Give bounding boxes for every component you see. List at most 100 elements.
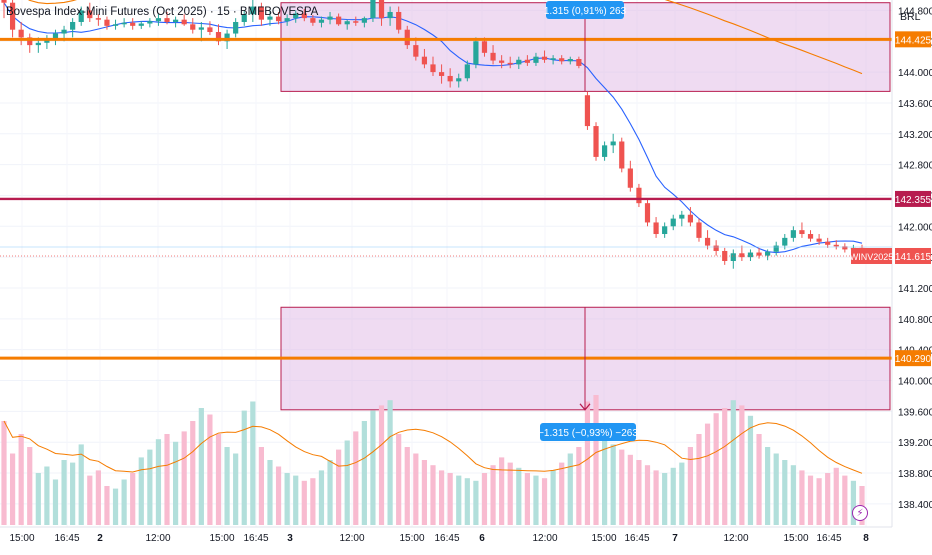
candle-body xyxy=(533,56,539,63)
candle-body xyxy=(610,141,616,146)
candle xyxy=(679,210,685,227)
candle-body xyxy=(825,241,831,245)
volume-bar xyxy=(173,441,179,525)
candle-body xyxy=(481,41,488,53)
x-tick-label: 12:00 xyxy=(723,533,748,544)
volume-bar xyxy=(490,465,496,525)
volume-bar xyxy=(627,454,633,525)
volume-bar xyxy=(327,460,333,525)
candle xyxy=(9,0,16,38)
candle-body xyxy=(44,39,50,43)
candle xyxy=(293,10,299,23)
candle xyxy=(207,21,213,36)
candle xyxy=(215,24,222,46)
volume-bar xyxy=(112,488,119,525)
volume-bar xyxy=(713,413,719,525)
price-level-badge-bg xyxy=(895,31,931,48)
current-price-badge-bg xyxy=(895,247,931,264)
candle xyxy=(739,245,745,261)
volume-bar xyxy=(850,480,857,525)
candle-body xyxy=(636,187,642,204)
candle-body xyxy=(70,21,76,30)
candle-body xyxy=(430,64,436,73)
volume-bar xyxy=(138,457,144,525)
candle-body xyxy=(138,23,144,26)
candle-body xyxy=(584,95,591,127)
candle-body xyxy=(207,27,213,33)
candle-body xyxy=(181,19,187,25)
candle-body xyxy=(284,18,290,22)
volume-bar xyxy=(765,447,771,525)
current-price-badge: 141.615 xyxy=(895,247,932,264)
x-tick-label: 6 xyxy=(479,533,485,544)
candle-body xyxy=(396,11,402,30)
candle xyxy=(130,18,136,30)
candle-body xyxy=(713,245,719,251)
candle-body xyxy=(1,0,7,3)
candle xyxy=(121,18,127,28)
candle xyxy=(353,16,359,26)
candle-body xyxy=(61,29,67,34)
volume-bar xyxy=(541,478,548,525)
candle xyxy=(653,217,659,238)
candle-body xyxy=(301,13,307,19)
symbol-badge-label: WINV2025 xyxy=(850,252,894,262)
candle-body xyxy=(353,21,359,23)
candle xyxy=(807,230,814,242)
candle xyxy=(584,91,591,130)
candle xyxy=(284,14,290,26)
candle xyxy=(430,56,436,76)
candle-body xyxy=(27,37,33,46)
volume-bar xyxy=(207,414,213,525)
x-tick-label: 12:00 xyxy=(145,533,170,544)
volume-bar xyxy=(730,400,736,525)
candle xyxy=(336,13,342,26)
lightning-icon[interactable]: ⚡ xyxy=(852,505,868,521)
candle xyxy=(713,240,719,256)
measure-up-badge: 1.315 (0,91%) 263 xyxy=(544,1,627,19)
volume-bar xyxy=(662,473,668,525)
sma-fast-line xyxy=(3,2,863,254)
price-level-badge-label: 140.290 xyxy=(895,354,932,365)
volume-bar xyxy=(481,473,488,525)
candle-body xyxy=(344,21,350,25)
volume-bar xyxy=(121,479,127,525)
candle xyxy=(756,247,762,259)
candle xyxy=(396,6,402,34)
candle xyxy=(610,133,616,154)
candle xyxy=(44,35,50,49)
candle xyxy=(327,11,333,25)
volume-bar xyxy=(456,475,462,525)
volume-bar xyxy=(344,440,350,525)
candle-body xyxy=(155,18,162,22)
measure-up-label: 1.315 (0,91%) 263 xyxy=(544,6,627,17)
volume-bar xyxy=(567,453,573,525)
volume-bar xyxy=(95,470,101,525)
candle-body xyxy=(541,56,548,60)
candle xyxy=(825,237,831,248)
volume-bar xyxy=(696,434,702,525)
candle-body xyxy=(233,21,239,34)
candle xyxy=(541,50,548,63)
volume-bar xyxy=(147,449,153,525)
candle-body xyxy=(696,222,702,238)
volume-bar xyxy=(370,410,376,525)
volume-bar xyxy=(104,486,110,525)
x-tick-label: 15:00 xyxy=(399,533,424,544)
candle-body xyxy=(816,238,822,242)
measure-down-label: −1.315 (−0,93%) −263 xyxy=(538,428,638,439)
candle-body xyxy=(619,141,625,169)
candle xyxy=(593,122,599,161)
candle xyxy=(155,14,162,26)
candle-body xyxy=(438,72,445,76)
volume-bar xyxy=(18,434,24,525)
x-tick-label: 15:00 xyxy=(209,533,234,544)
candle-body xyxy=(653,222,659,235)
candle-body xyxy=(464,64,470,79)
candle xyxy=(1,0,7,19)
volume-bar xyxy=(353,431,359,525)
currency-label[interactable]: BRL xyxy=(900,11,921,23)
candle xyxy=(87,2,93,22)
